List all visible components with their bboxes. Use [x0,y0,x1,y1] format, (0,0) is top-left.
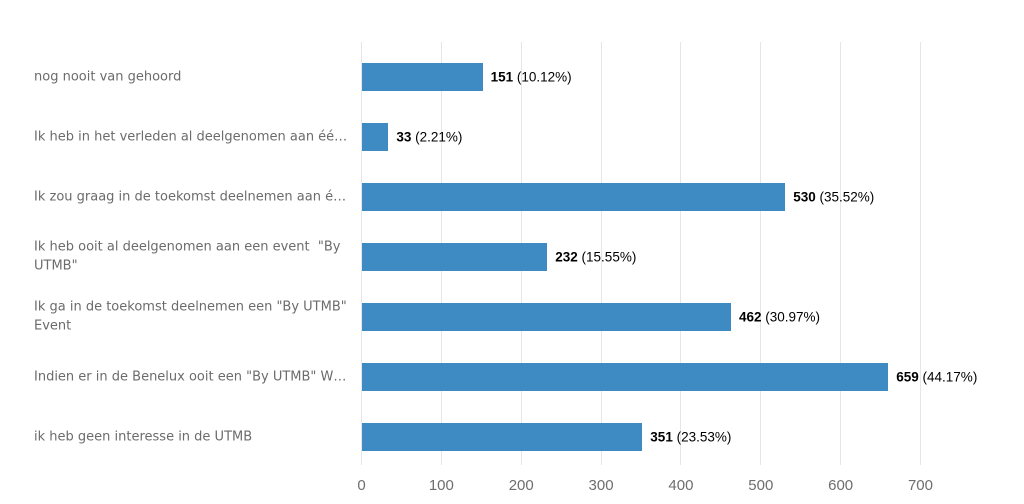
x-gridline [600,42,602,465]
bar-2[interactable] [362,122,389,151]
x-axis-tick-label: 500 [748,476,774,494]
bar-7[interactable] [362,423,643,452]
value-percent: (30.97%) [761,309,820,325]
value-percent: (44.17%) [918,369,978,385]
bar-3[interactable] [362,182,786,211]
x-gridline [760,42,762,465]
bar-5[interactable] [362,302,731,331]
bar-6[interactable] [362,363,889,391]
x-axis-tick-label: 600 [828,476,854,494]
value-count: 462 [738,309,762,325]
x-axis-tick-label: 0 [357,476,366,494]
x-gridline [361,42,362,465]
value-count: 151 [490,69,514,85]
value-label: 530 (35.52%) [793,189,874,204]
value-label: 151 (10.12%) [491,69,572,84]
value-percent: (23.53%) [672,429,732,445]
category-label: Ik heb in het verleden al deelgenomen aa… [34,128,348,144]
bar-1[interactable] [362,62,483,91]
value-label: 659 (44.17%) [896,370,977,385]
category-label: Ik ga in de toekomst deelnemen een "By U… [34,299,351,334]
value-percent: (10.12%) [513,69,572,85]
category-label: Indien er in de Benelux ooit een "By UTM… [34,369,347,385]
value-label: 351 (23.53%) [650,430,731,445]
category-label: ik heb geen interesse in de UTMB [34,429,253,445]
bar-4[interactable] [362,242,548,271]
category-label: Ik zou graag in de toekomst deelnemen aa… [34,188,347,204]
x-axis-tick-label: 400 [668,476,694,494]
category-label: Ik heb ooit al deelgenomen aan een event… [34,239,345,274]
x-axis-tick-label: 100 [428,476,454,494]
value-percent: (2.21%) [411,129,463,145]
value-label: 462 (30.97%) [739,309,820,324]
x-gridline [680,42,682,465]
value-label: 232 (15.55%) [555,249,636,264]
value-count: 232 [555,249,578,265]
value-count: 659 [896,369,919,385]
value-percent: (15.55%) [577,249,637,265]
value-label: 33 (2.21%) [396,129,462,144]
value-count: 530 [793,189,816,205]
value-percent: (35.52%) [815,189,875,205]
category-label: nog nooit van gehoord [34,68,182,84]
x-axis-tick-label: 200 [508,476,534,494]
x-gridline [919,42,921,465]
x-axis-tick-label: 300 [588,476,614,494]
value-count: 33 [396,129,412,145]
value-count: 351 [650,429,673,445]
x-axis-tick-label: 700 [907,476,933,494]
x-gridline [840,42,842,465]
